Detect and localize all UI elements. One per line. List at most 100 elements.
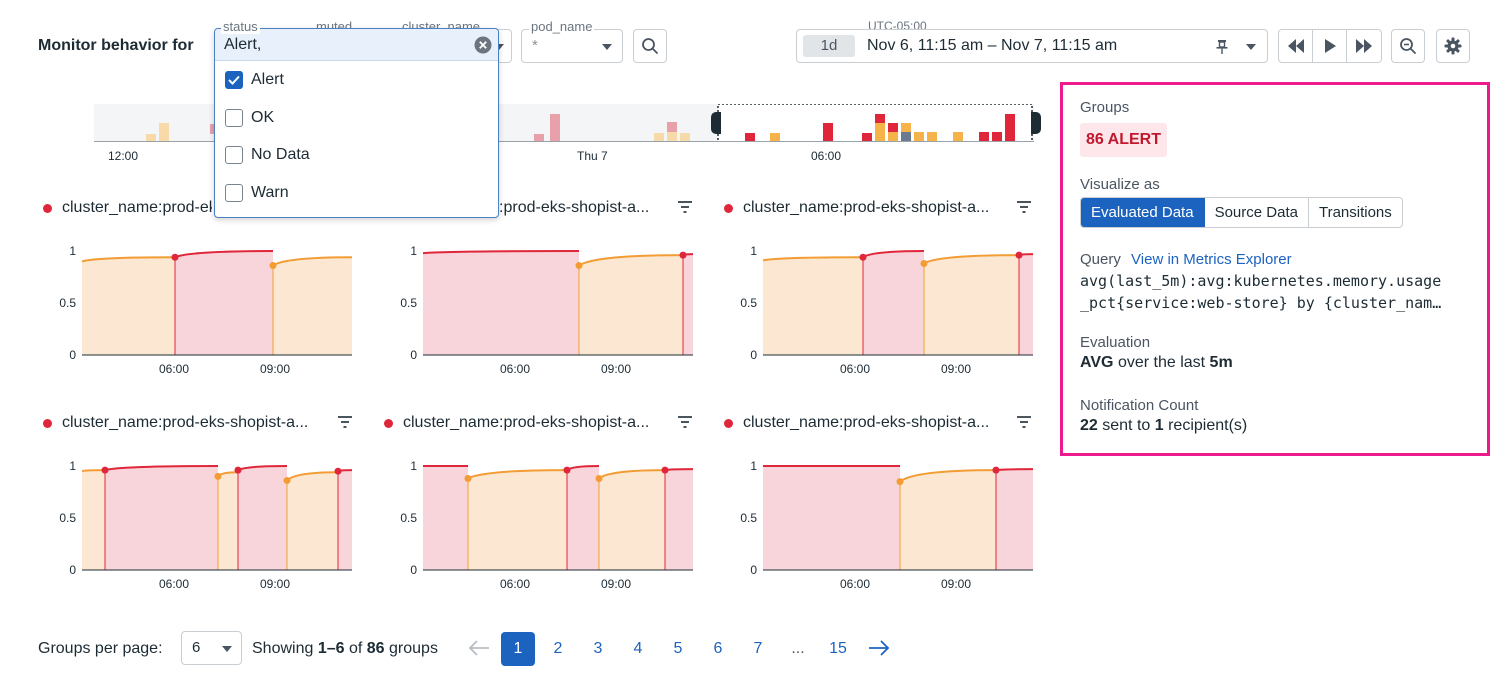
clear-icon[interactable] — [474, 36, 492, 54]
chart-transition-point — [563, 466, 571, 474]
pod-name-select[interactable]: * — [521, 29, 623, 63]
checkbox[interactable] — [225, 109, 243, 127]
chart-transition-point — [679, 251, 687, 259]
timeline-label-thu7: Thu 7 — [577, 149, 608, 163]
view-in-metrics-explorer-link[interactable]: View in Metrics Explorer — [1131, 251, 1292, 268]
chart-state-area — [567, 466, 599, 570]
group-title[interactable]: cluster_name:prod-eks-shopist-a... — [724, 413, 989, 433]
group-chart-5[interactable]: 1 0.5 0 06:00 09:00 — [381, 451, 701, 601]
chart-state-area — [763, 257, 863, 355]
chart-series-line — [174, 250, 274, 259]
status-option-label: No Data — [251, 146, 310, 163]
settings-button[interactable] — [1436, 29, 1470, 63]
chevron-down-icon — [602, 44, 612, 50]
visualize-evaluated-data-button[interactable]: Evaluated Data — [1081, 198, 1205, 227]
chart-series-line — [422, 250, 580, 255]
check-icon — [228, 75, 240, 85]
timeline-handle-left[interactable] — [711, 112, 721, 134]
chart-series-line — [467, 469, 568, 480]
chart-y-tick-label: 1 — [410, 459, 417, 473]
prev-page-arrow-icon[interactable] — [468, 640, 490, 656]
chart-y-tick-label: 1 — [410, 244, 417, 258]
group-title[interactable]: cluster_name:prod-eks-shopist-a... — [43, 198, 212, 218]
filter-icon[interactable] — [1016, 415, 1032, 429]
group-chart-6[interactable]: 1 0.5 0 06:00 09:00 — [721, 451, 1041, 601]
chart-state-area — [763, 466, 900, 570]
playback-controls — [1278, 29, 1382, 63]
next-page-arrow-icon[interactable] — [868, 640, 890, 656]
chevron-down-icon[interactable] — [1246, 44, 1256, 50]
page-1-button[interactable]: 1 — [501, 632, 535, 666]
rewind-button[interactable] — [1279, 30, 1313, 62]
filter-icon[interactable] — [677, 415, 693, 429]
chart-state-area — [579, 255, 683, 355]
chevron-down-icon — [494, 44, 504, 50]
chevron-down-icon — [222, 646, 232, 652]
alert-count-badge: 86 ALERT — [1080, 123, 1167, 157]
chart-state-area — [105, 466, 218, 570]
status-option-warn[interactable]: Warn — [225, 181, 289, 205]
chart-y-tick-label: 0.5 — [740, 511, 757, 525]
page-2-button[interactable]: 2 — [553, 640, 563, 657]
filter-icon[interactable] — [337, 415, 353, 429]
zoom-out-button[interactable] — [1391, 29, 1425, 63]
chart-transition-point — [214, 472, 222, 480]
status-option-alert[interactable]: Alert — [225, 68, 284, 92]
chart-y-tick-label: 0 — [69, 348, 76, 362]
timeline-handle-right[interactable] — [1031, 112, 1041, 134]
page-6-button[interactable]: 6 — [713, 640, 723, 657]
status-option-no-data[interactable]: No Data — [225, 143, 310, 167]
pin-icon[interactable] — [1215, 39, 1229, 55]
groups-per-page-select[interactable]: 6 — [181, 631, 242, 665]
filter-icon[interactable] — [677, 200, 693, 214]
chart-state-area — [665, 469, 693, 570]
chart-state-area — [423, 251, 579, 355]
fast-forward-button[interactable] — [1347, 30, 1381, 62]
chart-y-tick-label: 0.5 — [59, 296, 76, 310]
page-7-button[interactable]: 7 — [753, 640, 763, 657]
page-15-button[interactable]: 15 — [829, 640, 847, 657]
alert-dot-icon — [724, 418, 733, 428]
visualize-transitions-button[interactable]: Transitions — [1318, 204, 1392, 221]
search-button[interactable] — [633, 29, 667, 63]
alert-dot-icon — [43, 418, 52, 428]
play-icon — [1324, 39, 1336, 53]
visualize-source-data-button[interactable]: Source Data — [1205, 198, 1309, 227]
chart-state-area — [423, 466, 468, 570]
play-button[interactable] — [1313, 30, 1347, 62]
group-chart-4[interactable]: 1 0.5 0 06:00 09:00 — [40, 451, 360, 601]
group-title[interactable]: cluster_name:prod-eks-shopist-a... — [384, 413, 649, 433]
group-chart-1[interactable]: 1 0.5 0 06:00 09:00 — [40, 236, 360, 386]
chart-x-tick-label: 06:00 — [840, 577, 870, 591]
page-4-button[interactable]: 4 — [633, 640, 643, 657]
chart-x-tick-label: 09:00 — [260, 362, 290, 376]
query-text-line1: avg(last_5m):avg:kubernetes.memory.usage — [1080, 272, 1442, 290]
group-title[interactable]: cluster_name:prod-eks-shopist-a... — [724, 198, 989, 218]
alert-dot-icon — [43, 203, 52, 213]
checkbox[interactable] — [225, 184, 243, 202]
group-chart-3[interactable]: 1 0.5 0 06:00 09:00 — [721, 236, 1041, 386]
timeline-bars — [146, 104, 1033, 142]
page-3-button[interactable]: 3 — [593, 640, 603, 657]
visualize-toggle: Evaluated Data Source Data Transitions — [1080, 197, 1403, 228]
chart-x-tick-label: 06:00 — [159, 577, 189, 591]
checkbox[interactable] — [225, 146, 243, 164]
notification-suffix: recipient(s) — [1168, 417, 1248, 434]
chart-y-tick-label: 0 — [750, 563, 757, 577]
chart-series-line — [104, 465, 219, 472]
rewind-icon — [1287, 39, 1304, 53]
time-range-picker[interactable]: 1d Nov 6, 11:15 am – Nov 7, 11:15 am — [796, 29, 1268, 63]
evaluation-value: AVG over the last 5m — [1080, 354, 1233, 372]
filter-icon[interactable] — [1016, 200, 1032, 214]
chart-y-tick-label: 0 — [750, 348, 757, 362]
checkbox-checked[interactable] — [225, 71, 243, 89]
gear-icon — [1444, 37, 1462, 55]
chart-transition-point — [920, 259, 928, 267]
page-5-button[interactable]: 5 — [673, 640, 683, 657]
chart-x-tick-label: 06:00 — [500, 362, 530, 376]
group-title[interactable]: cluster_name:prod-eks-shopist-a... — [43, 413, 308, 433]
status-option-ok[interactable]: OK — [225, 106, 274, 130]
group-chart-2[interactable]: 1 0.5 0 06:00 09:00 — [381, 236, 701, 386]
timeline-label-06: 06:00 — [811, 149, 842, 163]
status-filter-input[interactable]: Alert, — [215, 29, 498, 61]
